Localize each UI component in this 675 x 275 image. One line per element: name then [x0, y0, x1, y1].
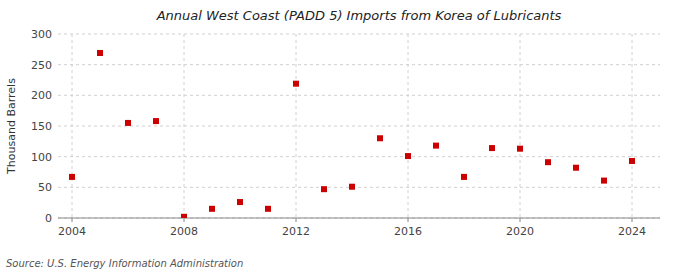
point: [237, 199, 243, 205]
point: [153, 118, 159, 124]
y-grid-line: [58, 218, 660, 219]
x-tick-label: 2008: [170, 225, 198, 238]
point: [489, 145, 495, 151]
chart-container: 0 50 100 150 200 250 300 2004 2008 2012 2016 2020 20…: [0, 0, 675, 275]
x-tick-label: 2016: [394, 225, 422, 238]
x-grid-line: [296, 34, 297, 218]
x-tick-label: 2020: [506, 225, 534, 238]
point: [461, 174, 467, 180]
point: [265, 206, 271, 212]
y-tick-label: 0: [45, 212, 52, 225]
x-tick-label: 2012: [282, 225, 310, 238]
y-tick-label: 250: [31, 59, 52, 72]
x-tick: [72, 218, 73, 222]
point: [573, 165, 579, 171]
point: [69, 174, 75, 180]
point: [545, 159, 551, 165]
point: [181, 214, 187, 218]
point: [97, 50, 103, 56]
y-grid-line: [58, 187, 660, 188]
y-tick-label: 100: [31, 151, 52, 164]
points: [69, 50, 635, 218]
point: [433, 143, 439, 149]
y-axis-label: Thousand Barrels: [5, 78, 18, 175]
point: [349, 184, 355, 190]
point: [517, 146, 523, 152]
x-grid-line: [72, 34, 73, 218]
title: Annual West Coast (PADD 5) Imports from …: [156, 8, 562, 23]
y-tick-label: 50: [38, 181, 52, 194]
grid: [58, 34, 660, 218]
y-grid-line: [58, 64, 660, 65]
y-tick-label: 300: [31, 28, 52, 41]
point: [405, 153, 411, 159]
y-grid-line: [58, 34, 660, 35]
x-tick: [632, 218, 633, 222]
x-tick-label: 2004: [58, 225, 86, 238]
point: [209, 206, 215, 212]
x-tick: [408, 218, 409, 222]
x-grid-line: [408, 34, 409, 218]
x-tick-label: 2024: [618, 225, 646, 238]
y-grid-line: [58, 156, 660, 157]
point: [377, 135, 383, 141]
point: [293, 81, 299, 87]
x-grid-line: [632, 34, 633, 218]
y-tick-label: 150: [31, 120, 52, 133]
x-tick: [296, 218, 297, 222]
point: [321, 186, 327, 192]
x-axis-line: [58, 218, 660, 219]
point: [125, 120, 131, 126]
y-grid-line: [58, 126, 660, 127]
x-grid-line: [520, 34, 521, 218]
y-grid-line: [58, 95, 660, 96]
x-tick: [520, 218, 521, 222]
point: [601, 178, 607, 184]
x-tick: [184, 218, 185, 222]
x-grid-line: [184, 34, 185, 218]
point: [629, 158, 635, 164]
chart: 0 50 100 150 200 250 300 2004 2008 2012 2016 2020 20…: [0, 0, 675, 275]
annotation: Source: U.S. Energy Information Administ…: [6, 258, 243, 269]
y-tick-label: 200: [31, 89, 52, 102]
